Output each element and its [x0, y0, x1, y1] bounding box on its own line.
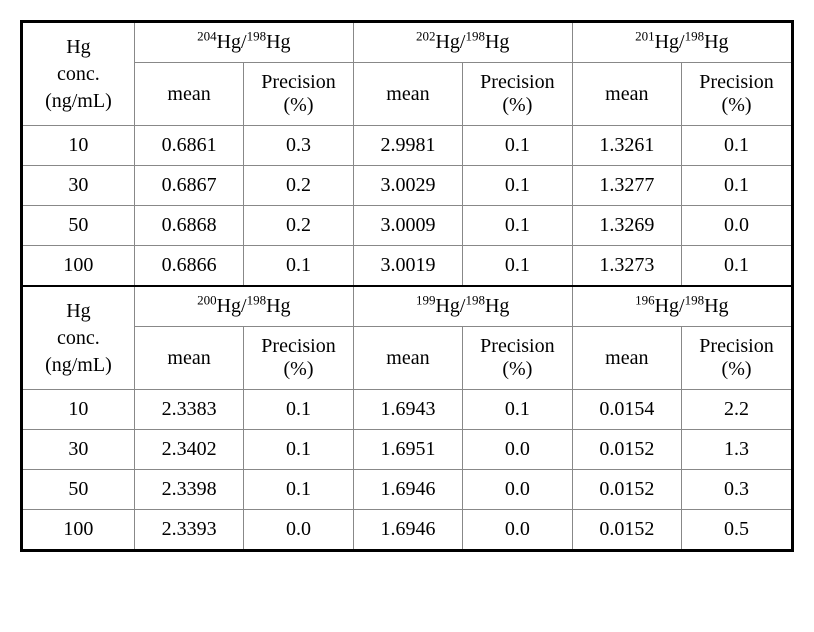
conc-cell: 100 [23, 510, 134, 550]
mean-cell: 0.6868 [134, 206, 243, 246]
precision-cell: 0.1 [463, 166, 572, 206]
mean-cell: 2.3398 [134, 470, 243, 510]
mean-header: mean [353, 63, 462, 126]
mean-cell: 1.6943 [353, 390, 462, 430]
mean-cell: 3.0029 [353, 166, 462, 206]
precision-cell: 0.0 [463, 510, 572, 550]
precision-cell: 0.0 [244, 510, 353, 550]
table-row: 302.34020.11.69510.00.01521.3 [23, 430, 791, 470]
mean-header: mean [572, 63, 681, 126]
precision-header: Precision(%) [463, 327, 572, 390]
mean-cell: 2.3393 [134, 510, 243, 550]
conc-cell: 30 [23, 166, 134, 206]
mean-cell: 1.3277 [572, 166, 681, 206]
isotope-ratio-table: Hgconc.(ng/mL)204Hg/198Hg202Hg/198Hg201H… [20, 20, 794, 552]
mean-cell: 0.0152 [572, 430, 681, 470]
table-row: 1002.33930.01.69460.00.01520.5 [23, 510, 791, 550]
precision-cell: 0.1 [463, 390, 572, 430]
ratio-header: 202Hg/198Hg [353, 23, 572, 63]
mean-cell: 1.3261 [572, 126, 681, 166]
table-row: 100.68610.32.99810.11.32610.1 [23, 126, 791, 166]
precision-cell: 0.1 [244, 390, 353, 430]
precision-cell: 0.1 [463, 126, 572, 166]
precision-cell: 0.0 [682, 206, 791, 246]
hg-conc-header: Hgconc.(ng/mL) [23, 286, 134, 390]
mean-cell: 3.0009 [353, 206, 462, 246]
precision-header: Precision(%) [682, 63, 791, 126]
mean-cell: 0.6867 [134, 166, 243, 206]
conc-cell: 50 [23, 470, 134, 510]
conc-cell: 100 [23, 246, 134, 287]
ratio-header: 201Hg/198Hg [572, 23, 791, 63]
mean-cell: 1.6951 [353, 430, 462, 470]
mean-cell: 0.6861 [134, 126, 243, 166]
table-row: 502.33980.11.69460.00.01520.3 [23, 470, 791, 510]
precision-cell: 0.1 [682, 166, 791, 206]
precision-cell: 0.0 [463, 430, 572, 470]
mean-cell: 1.3273 [572, 246, 681, 287]
table-row: 102.33830.11.69430.10.01542.2 [23, 390, 791, 430]
ratio-header: 200Hg/198Hg [134, 286, 353, 327]
mean-cell: 1.3269 [572, 206, 681, 246]
precision-cell: 0.1 [244, 246, 353, 287]
mean-header: mean [572, 327, 681, 390]
precision-cell: 0.1 [463, 246, 572, 287]
table-row: 500.68680.23.00090.11.32690.0 [23, 206, 791, 246]
mean-cell: 0.0154 [572, 390, 681, 430]
precision-cell: 1.3 [682, 430, 791, 470]
conc-cell: 10 [23, 390, 134, 430]
mean-cell: 0.0152 [572, 510, 681, 550]
data-table: Hgconc.(ng/mL)204Hg/198Hg202Hg/198Hg201H… [23, 23, 791, 549]
precision-cell: 0.1 [244, 470, 353, 510]
precision-header: Precision(%) [244, 327, 353, 390]
precision-header: Precision(%) [682, 327, 791, 390]
precision-cell: 0.1 [682, 246, 791, 287]
precision-cell: 0.1 [463, 206, 572, 246]
precision-header: Precision(%) [244, 63, 353, 126]
precision-header: Precision(%) [463, 63, 572, 126]
mean-header: mean [353, 327, 462, 390]
mean-header: mean [134, 63, 243, 126]
mean-header: mean [134, 327, 243, 390]
ratio-header: 199Hg/198Hg [353, 286, 572, 327]
table-row: 1000.68660.13.00190.11.32730.1 [23, 246, 791, 287]
precision-cell: 0.3 [682, 470, 791, 510]
mean-cell: 2.9981 [353, 126, 462, 166]
precision-cell: 0.0 [463, 470, 572, 510]
ratio-header: 204Hg/198Hg [134, 23, 353, 63]
conc-cell: 50 [23, 206, 134, 246]
precision-cell: 0.5 [682, 510, 791, 550]
mean-cell: 2.3402 [134, 430, 243, 470]
mean-cell: 3.0019 [353, 246, 462, 287]
mean-cell: 2.3383 [134, 390, 243, 430]
ratio-header: 196Hg/198Hg [572, 286, 791, 327]
precision-cell: 0.2 [244, 166, 353, 206]
precision-cell: 0.2 [244, 206, 353, 246]
mean-cell: 1.6946 [353, 470, 462, 510]
precision-cell: 0.1 [682, 126, 791, 166]
precision-cell: 2.2 [682, 390, 791, 430]
mean-cell: 0.0152 [572, 470, 681, 510]
mean-cell: 1.6946 [353, 510, 462, 550]
conc-cell: 10 [23, 126, 134, 166]
mean-cell: 0.6866 [134, 246, 243, 287]
hg-conc-header: Hgconc.(ng/mL) [23, 23, 134, 126]
table-row: 300.68670.23.00290.11.32770.1 [23, 166, 791, 206]
conc-cell: 30 [23, 430, 134, 470]
precision-cell: 0.3 [244, 126, 353, 166]
precision-cell: 0.1 [244, 430, 353, 470]
